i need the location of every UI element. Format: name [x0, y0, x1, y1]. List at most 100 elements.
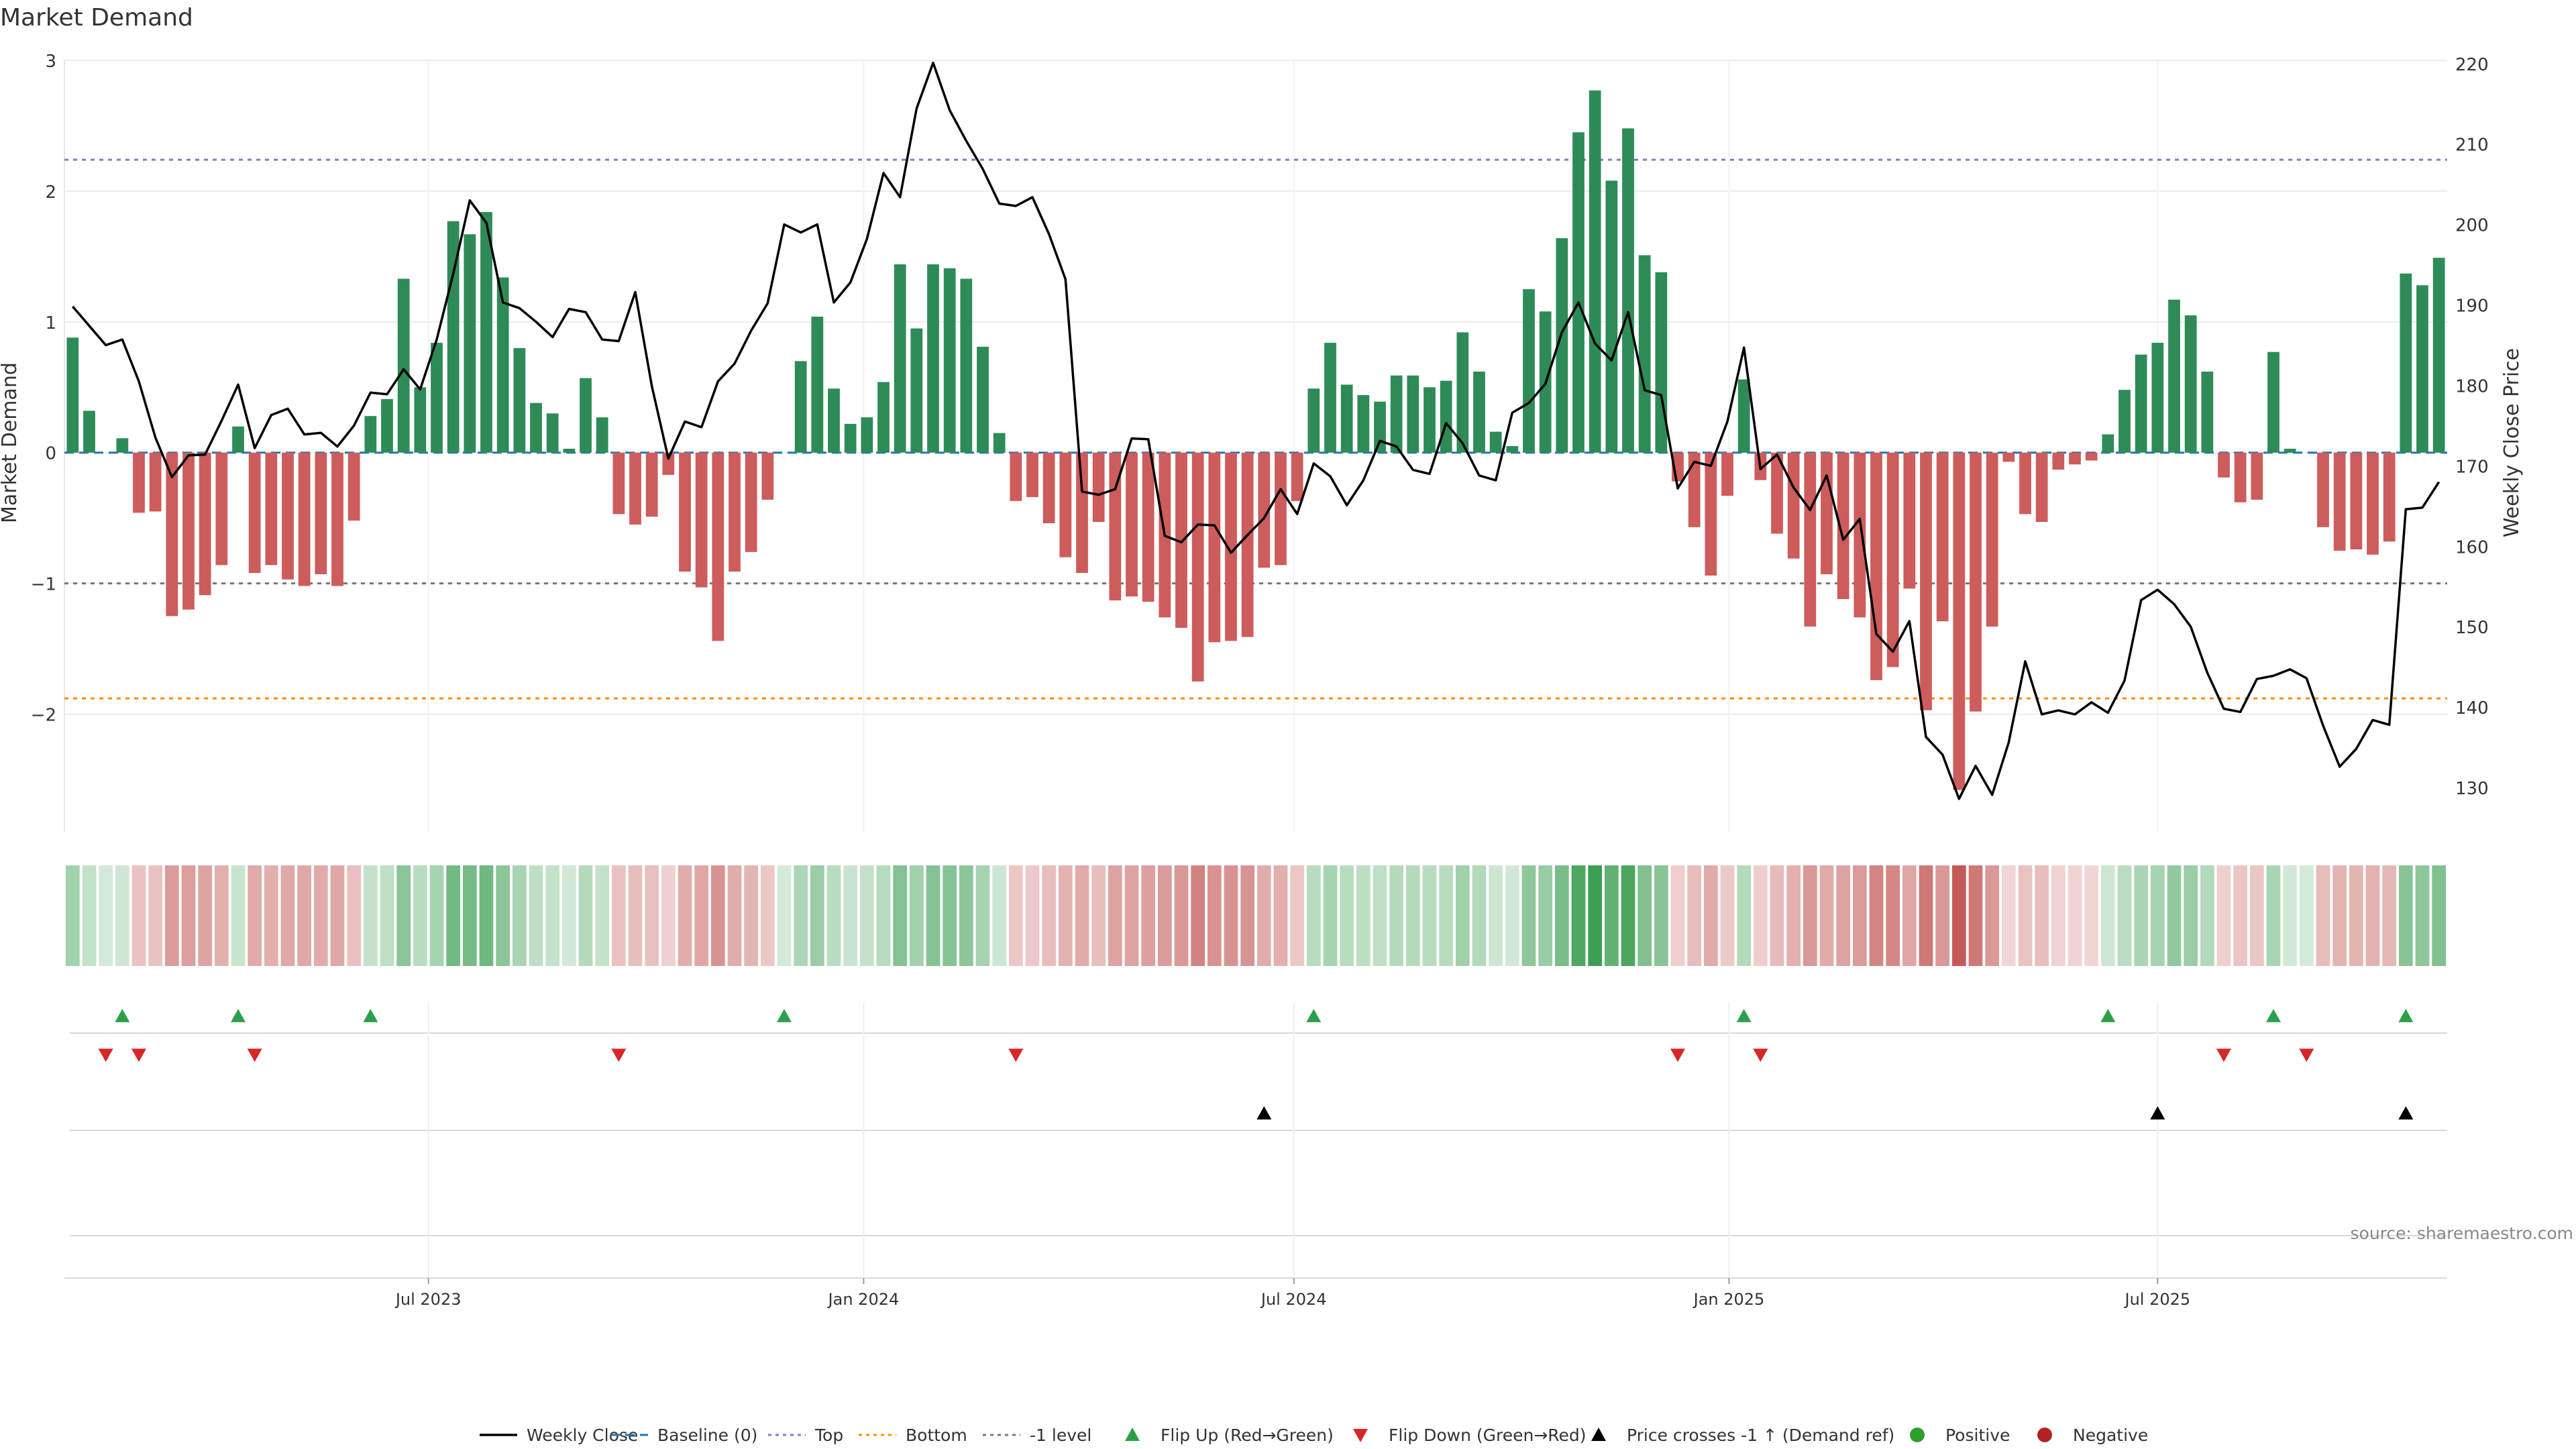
demand-bar-negative: [1092, 452, 1105, 523]
heat-cell: [1770, 865, 1784, 966]
reference-lines: [64, 158, 2447, 700]
demand-bar-negative: [645, 452, 658, 517]
heat-cell: [694, 865, 709, 966]
demand-bars: [66, 90, 2445, 790]
demand-bar-positive: [1556, 238, 1568, 453]
demand-bar-positive: [1572, 132, 1585, 453]
demand-bar-negative: [1208, 452, 1221, 643]
demand-bar-positive: [431, 343, 443, 453]
demand-bar-positive: [861, 417, 873, 453]
demand-bar-negative: [1175, 452, 1187, 628]
demand-bar-negative: [1804, 452, 1817, 627]
demand-bar-positive: [1407, 375, 1419, 453]
heat-cell: [2167, 865, 2182, 966]
heat-cell: [975, 865, 990, 966]
heat-cell: [1621, 865, 1635, 966]
chart-title: Market Demand: [0, 4, 193, 32]
heat-cell: [744, 865, 759, 966]
y2-tick-label: 180: [2455, 376, 2489, 396]
demand-bar-negative: [2367, 452, 2379, 555]
demand-bar-negative: [2350, 452, 2363, 549]
left-y-axis: 3 2 1 0 −1 −2: [31, 52, 56, 726]
legend-label: Bottom: [906, 1426, 967, 1445]
heat-cell: [1919, 865, 1933, 966]
demand-bar-positive: [2400, 273, 2412, 453]
demand-bar-negative: [199, 452, 211, 596]
heat-cell: [2100, 865, 2115, 966]
heat-cell: [2299, 865, 2314, 966]
heat-cell: [2200, 865, 2214, 966]
heat-cell: [2068, 865, 2082, 966]
demand-bar-negative: [1076, 452, 1088, 574]
heat-cell: [1306, 865, 1321, 966]
demand-bar-positive: [116, 438, 129, 453]
heat-cell: [1157, 865, 1172, 966]
flip-up-marker: [115, 1009, 130, 1022]
heat-cell: [131, 865, 146, 966]
demand-bar-positive: [2267, 352, 2279, 453]
demand-bar-positive: [2416, 285, 2428, 453]
demand-bar-negative: [2002, 452, 2015, 462]
demand-bar-negative: [1705, 452, 1717, 576]
heat-cell: [2084, 865, 2099, 966]
y-tick-label: 1: [45, 313, 56, 333]
legend-item: Bottom: [859, 1426, 967, 1445]
demand-bar-positive: [66, 337, 79, 453]
legend-item: -1 level: [983, 1426, 1091, 1445]
demand-bar-positive: [563, 448, 576, 453]
heat-cell: [1852, 865, 1867, 966]
demand-bar-negative: [2085, 452, 2098, 461]
demand-bar-positive: [2135, 354, 2147, 453]
demand-bar-positive: [1605, 180, 1618, 453]
demand-bar-positive: [2168, 299, 2180, 453]
demand-bar-positive: [811, 317, 824, 453]
legend-label: Negative: [2073, 1426, 2148, 1445]
x-tick-label: Jul 2023: [394, 1290, 462, 1309]
y2-tick-label: 200: [2455, 216, 2489, 236]
y-axis-label: Market Demand: [0, 362, 21, 523]
heat-cell: [1455, 865, 1470, 966]
heat-cell: [1935, 865, 1950, 966]
demand-bar-positive: [1456, 332, 1469, 453]
heat-cell: [611, 865, 626, 966]
demand-bar-positive: [877, 382, 890, 453]
price-cross-marker: [2398, 1106, 2414, 1120]
heat-cell: [595, 865, 610, 966]
heat-cell: [2184, 865, 2198, 966]
heat-cell: [2432, 865, 2447, 966]
heat-cell: [1985, 865, 2000, 966]
demand-bar-negative: [282, 452, 294, 580]
price-cross-marker: [2150, 1106, 2165, 1120]
y2-tick-label: 170: [2455, 457, 2489, 477]
legend-swatch: [1910, 1428, 1925, 1442]
heat-cell: [678, 865, 692, 966]
heat-cell: [2365, 865, 2380, 966]
demand-bar-negative: [2333, 452, 2346, 551]
heat-cell: [1968, 865, 1983, 966]
flip-up-marker: [2100, 1009, 2116, 1022]
heat-cell: [1058, 865, 1073, 966]
heat-cell: [843, 865, 858, 966]
heat-cell: [1538, 865, 1553, 966]
heat-cell: [1472, 865, 1487, 966]
demand-bar-negative: [1837, 452, 1849, 600]
heat-cell: [512, 865, 527, 966]
legend: Weekly Close Baseline (0) Top Bottom -1 leve…: [480, 1426, 2148, 1445]
demand-bar-positive: [1523, 289, 1535, 453]
heat-cell: [710, 865, 725, 966]
demand-bar-positive: [1307, 388, 1320, 453]
demand-bar-negative: [612, 452, 625, 515]
heat-cell: [446, 865, 461, 966]
legend-swatch: [1353, 1429, 1368, 1442]
signal-panels: [64, 1003, 2447, 1279]
heat-cell: [65, 865, 80, 966]
flip-up-marker: [2398, 1009, 2414, 1022]
demand-heat-strip: [65, 865, 2447, 966]
legend-label: Weekly Close: [527, 1426, 638, 1445]
demand-bar-positive: [2118, 390, 2131, 453]
demand-bar-negative: [2218, 452, 2230, 478]
legend-label: Top: [814, 1426, 843, 1445]
x-tick-label: Jan 2025: [1693, 1290, 1765, 1309]
heat-cell: [1803, 865, 1817, 966]
heat-cell: [1256, 865, 1271, 966]
